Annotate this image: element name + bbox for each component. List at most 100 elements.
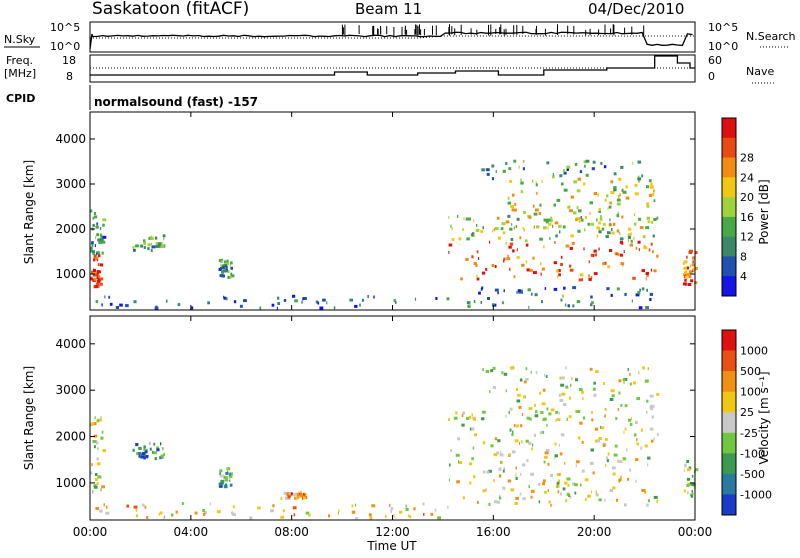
radar-cell [691, 494, 694, 498]
radar-cell [569, 495, 572, 499]
radar-cell [496, 216, 500, 220]
radar-cell [530, 472, 534, 476]
radar-cell [620, 262, 625, 266]
radar-cell [485, 168, 490, 172]
radar-cell [491, 264, 495, 267]
radar-cell [473, 300, 476, 303]
radar-cell [691, 263, 696, 267]
radar-cell [550, 474, 553, 477]
radar-cell [93, 277, 97, 281]
radar-cell [536, 191, 538, 195]
radar-cell [333, 306, 336, 310]
radar-cell [621, 215, 624, 219]
radar-cell [645, 277, 647, 281]
radar-cell [298, 495, 301, 499]
radar-cell [90, 209, 93, 213]
radar-cell [637, 175, 640, 179]
radar-cell [683, 282, 687, 286]
radar-cell [558, 443, 560, 447]
radar-cell [644, 379, 649, 383]
colorbar-segment [722, 177, 736, 198]
radar-cell [473, 475, 476, 479]
radar-cell [593, 192, 597, 195]
radar-cell [588, 260, 591, 264]
radar-cell [615, 252, 618, 256]
radar-cell [647, 220, 651, 224]
radar-cell [547, 489, 549, 493]
radar-cell [522, 463, 526, 467]
radar-cell [630, 239, 633, 243]
radar-cell [692, 267, 696, 271]
radar-cell [494, 227, 499, 231]
radar-cell [423, 512, 425, 516]
radar-cell [646, 185, 650, 189]
y-tick-label: 3000 [55, 177, 86, 191]
radar-cell [607, 231, 611, 235]
radar-cell [611, 466, 616, 470]
radar-cell [587, 494, 592, 498]
radar-cell [635, 293, 640, 297]
radar-cell [617, 459, 619, 463]
radar-cell [646, 503, 649, 507]
radar-cell [133, 248, 136, 252]
radar-cell [564, 461, 566, 465]
colorbar-segment [722, 118, 736, 139]
radar-cell [560, 383, 565, 387]
radar-cell [598, 208, 601, 211]
radar-cell [149, 447, 152, 451]
radar-cell [688, 466, 692, 470]
radar-cell [543, 218, 548, 222]
radar-cell [473, 233, 475, 237]
colorbar-tick-label: 25 [740, 406, 754, 419]
radar-cell [591, 411, 593, 414]
radar-cell [512, 430, 514, 434]
radar-cell [589, 461, 594, 465]
radar-cell [98, 254, 100, 258]
radar-cell [233, 300, 237, 304]
radar-cell [477, 257, 480, 260]
radar-cell [277, 296, 280, 300]
radar-cell [175, 510, 178, 514]
radar-cell [470, 233, 472, 237]
radar-cell [463, 217, 465, 221]
colorbar-tick-label: 12 [740, 231, 754, 244]
radar-cell [616, 498, 619, 502]
colorbar-segment [722, 256, 736, 277]
radar-cell [437, 516, 441, 520]
colorbar-segment [722, 197, 736, 218]
radar-cell [604, 498, 606, 502]
power-colorbar: 4 8 12 16 20 24 28 [721, 117, 754, 297]
radar-cell [507, 479, 512, 483]
radar-cell [202, 509, 205, 512]
colorbar-tick-label: 24 [740, 171, 754, 184]
radar-cell [651, 250, 654, 254]
radar-cell [513, 275, 516, 279]
radar-cell [506, 257, 511, 261]
x-tick-label: 16:00 [476, 525, 511, 539]
radar-cell [592, 160, 596, 164]
radar-cell [498, 467, 502, 471]
radar-cell [634, 192, 639, 196]
radar-cell [105, 505, 108, 509]
radar-cell [160, 245, 165, 248]
radar-cell [580, 273, 584, 277]
radar-cell [629, 243, 634, 247]
radar-cell [544, 287, 547, 291]
radar-cell [597, 193, 600, 197]
radar-cell [165, 299, 168, 303]
radar-cell [614, 444, 618, 448]
radar-cell [577, 177, 582, 181]
radar-cell [598, 247, 600, 251]
radar-cell [293, 513, 296, 517]
y-tick-label: 1000 [55, 267, 86, 281]
radar-cell [584, 478, 589, 482]
radar-cell [283, 491, 287, 495]
radar-cell [295, 496, 298, 500]
radar-cell [539, 391, 542, 395]
colorbar-segment [722, 371, 736, 392]
radar-cell [560, 492, 562, 496]
radar-cell [569, 247, 573, 250]
radar-cell [544, 373, 546, 377]
radar-cell [604, 414, 606, 418]
radar-cell [508, 245, 512, 249]
